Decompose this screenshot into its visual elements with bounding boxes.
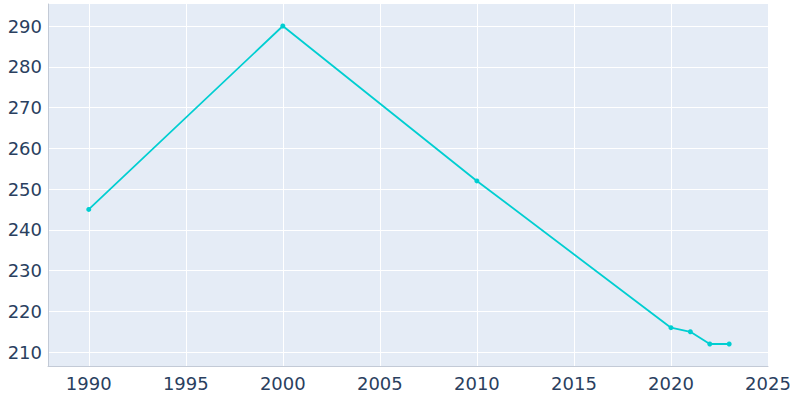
svg-text:2020: 2020 xyxy=(648,373,694,394)
svg-text:220: 220 xyxy=(8,301,42,322)
svg-text:2010: 2010 xyxy=(454,373,500,394)
svg-text:230: 230 xyxy=(8,260,42,281)
svg-text:250: 250 xyxy=(8,179,42,200)
svg-text:1995: 1995 xyxy=(163,373,209,394)
svg-text:260: 260 xyxy=(8,138,42,159)
svg-text:270: 270 xyxy=(8,97,42,118)
svg-text:2015: 2015 xyxy=(551,373,597,394)
svg-text:2025: 2025 xyxy=(745,373,791,394)
svg-text:2000: 2000 xyxy=(260,373,306,394)
svg-text:210: 210 xyxy=(8,342,42,363)
svg-text:280: 280 xyxy=(8,56,42,77)
svg-text:290: 290 xyxy=(8,16,42,37)
svg-text:240: 240 xyxy=(8,219,42,240)
svg-text:2005: 2005 xyxy=(357,373,403,394)
svg-text:1990: 1990 xyxy=(66,373,112,394)
